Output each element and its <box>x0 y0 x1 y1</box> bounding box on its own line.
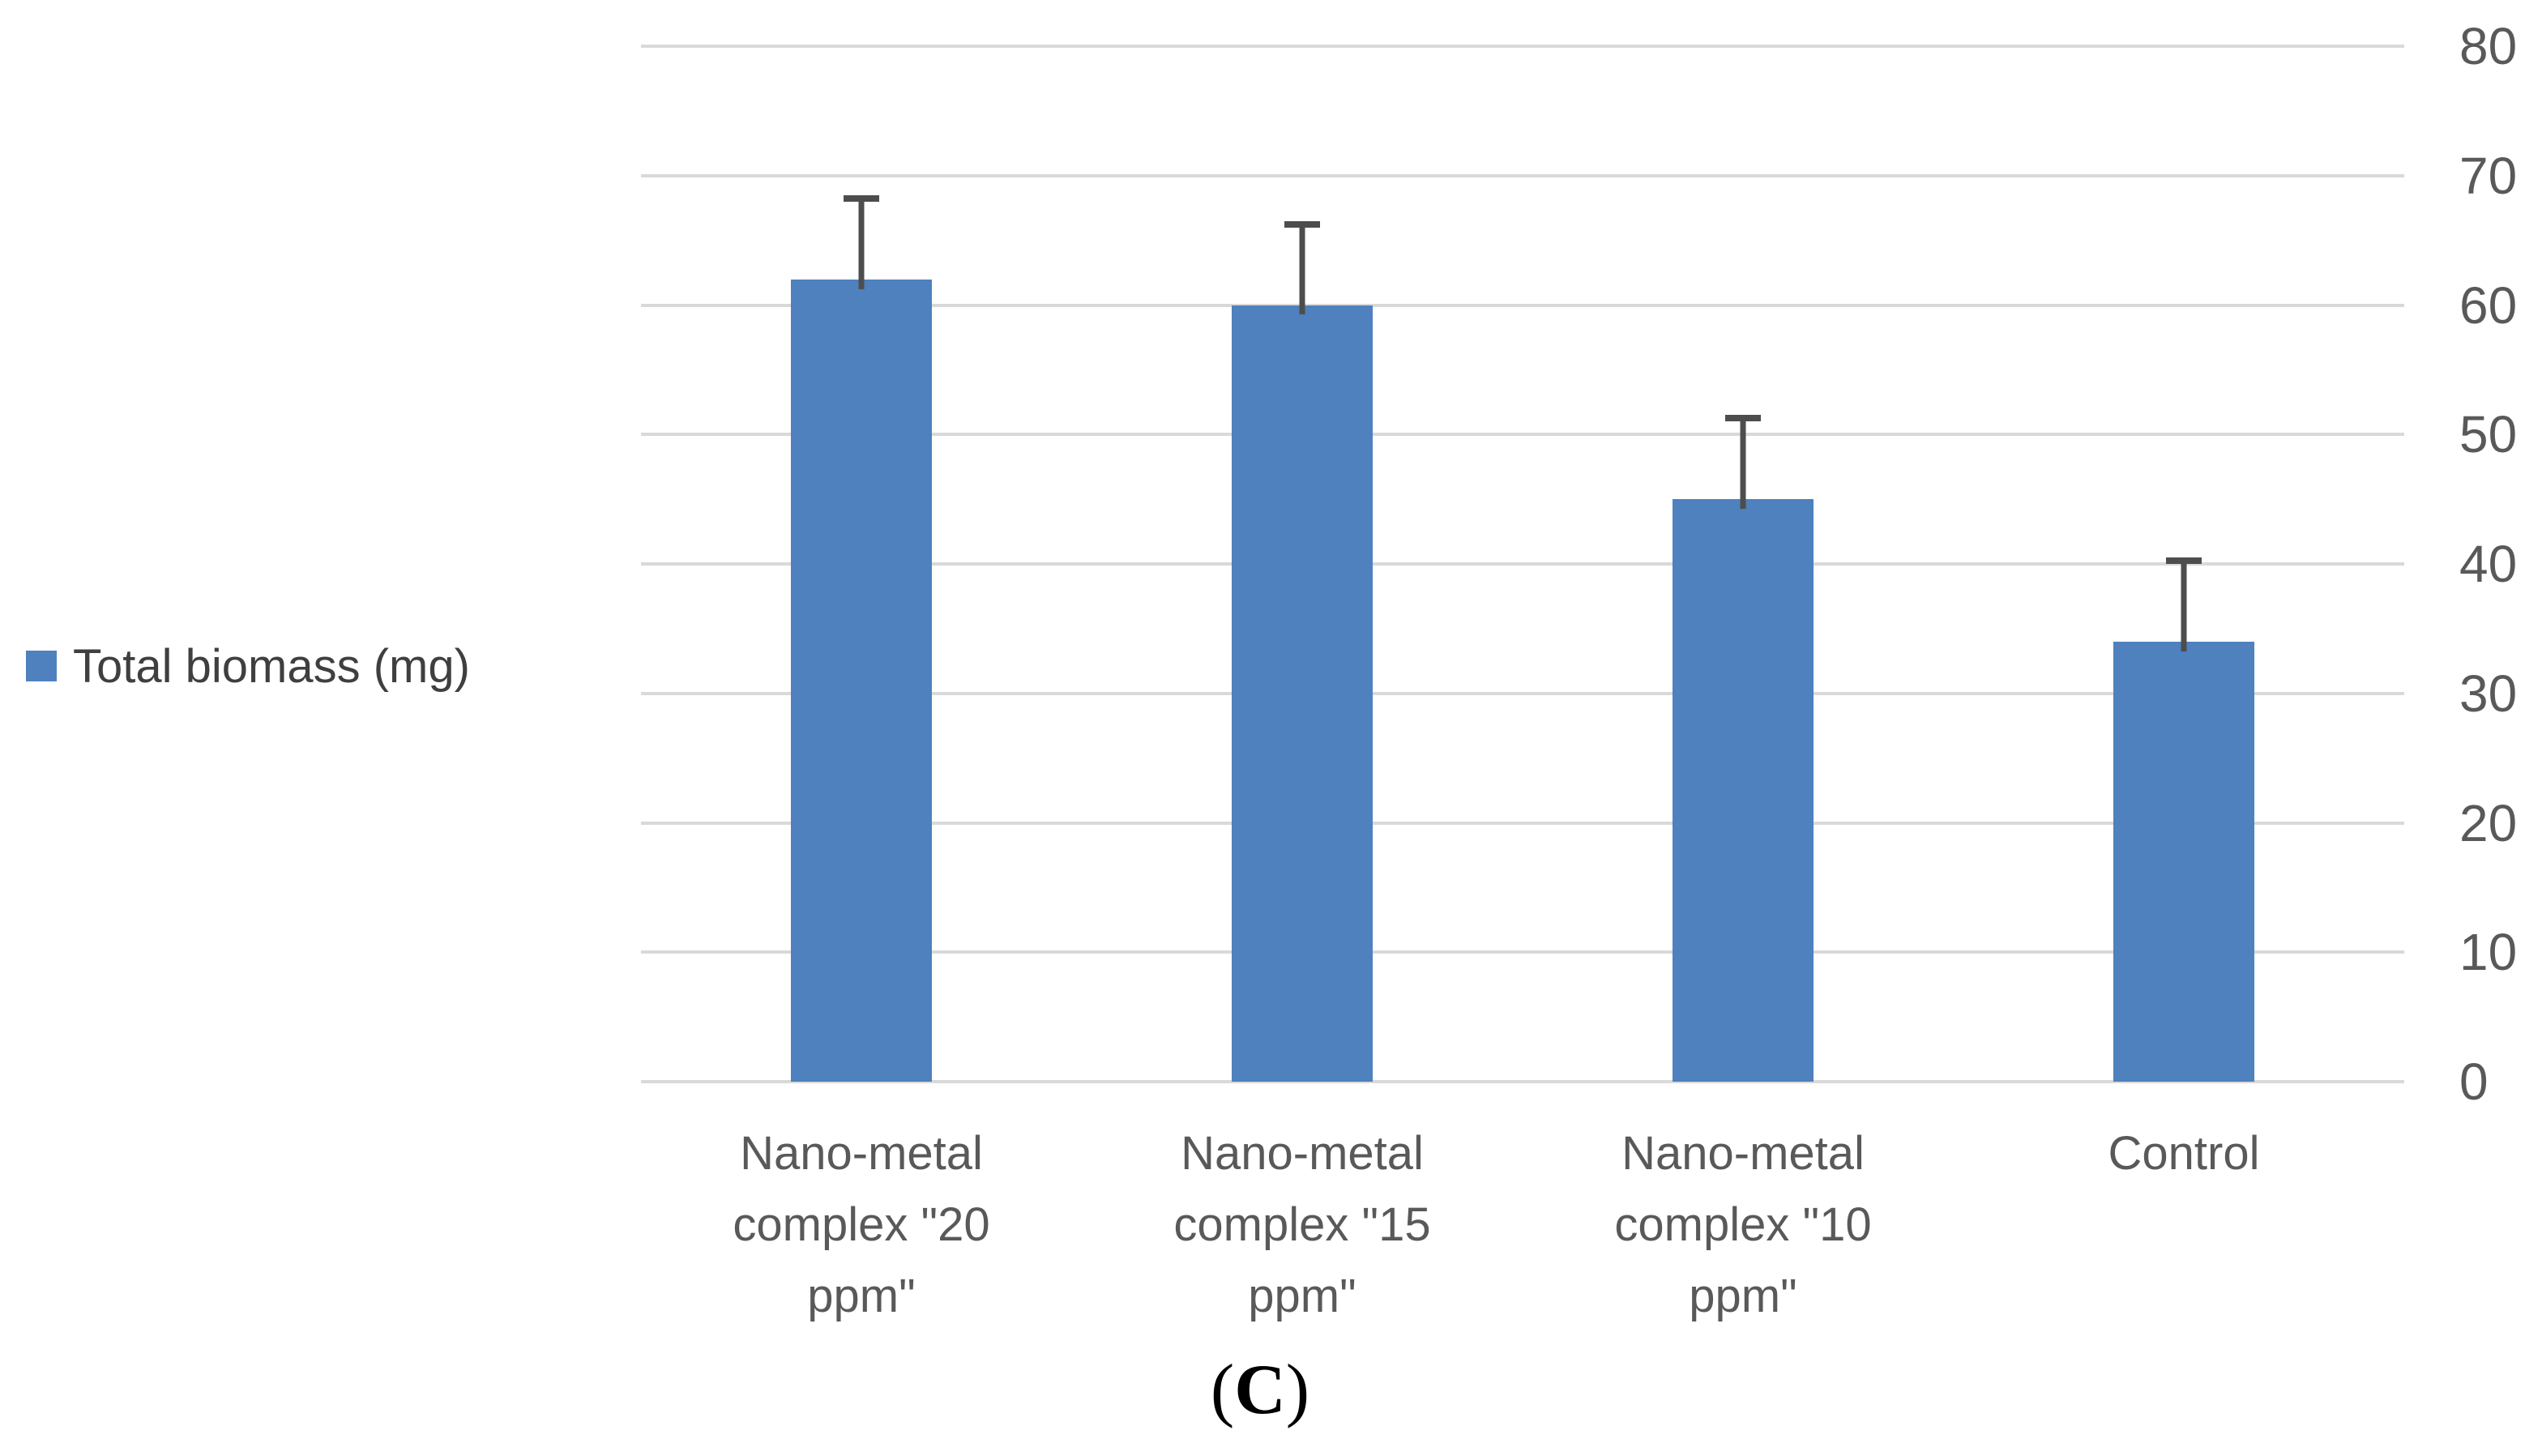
error-whisker-line <box>858 194 865 289</box>
y-tick-label-50: 50 <box>2459 405 2518 464</box>
legend-label: Total biomass (mg) <box>73 639 470 693</box>
y-tick-label-0: 0 <box>2459 1053 2489 1111</box>
error-bar-3 <box>1725 415 1761 510</box>
plot-area <box>641 45 2404 1083</box>
gridline-40 <box>641 562 2404 566</box>
gridline-20 <box>641 821 2404 825</box>
error-bar-1 <box>844 194 879 289</box>
bar-4 <box>2113 641 2254 1082</box>
y-tick-label-60: 60 <box>2459 275 2518 335</box>
gridline-80 <box>641 45 2404 48</box>
y-tick-label-30: 30 <box>2459 664 2518 723</box>
y-tick-label-10: 10 <box>2459 923 2518 982</box>
bar-2 <box>1232 305 1373 1082</box>
y-tick-label-40: 40 <box>2459 535 2518 593</box>
gridline-70 <box>641 173 2404 177</box>
caption-letter: C <box>1234 1351 1286 1429</box>
error-whisker-line <box>2181 557 2187 651</box>
gridline-0 <box>641 1080 2404 1083</box>
x-category-label-2: Nano-metal complex "15 ppm" <box>1173 1127 1431 1322</box>
gridline-50 <box>641 433 2404 437</box>
error-whisker-line <box>1740 415 1746 510</box>
caption-close-paren: ) <box>1285 1351 1310 1429</box>
x-category-label-3: Nano-metal complex "10 ppm" <box>1614 1127 1872 1322</box>
gridline-60 <box>641 303 2404 307</box>
figure-caption: (C) <box>0 1351 2520 1430</box>
error-whisker-line <box>1299 220 1305 315</box>
bar-1 <box>791 279 932 1082</box>
bar-3 <box>1673 499 1814 1082</box>
gridline-10 <box>641 950 2404 954</box>
legend-swatch-icon <box>26 651 57 681</box>
legend: Total biomass (mg) <box>26 640 470 693</box>
x-category-label-4: Control <box>2108 1127 2260 1180</box>
caption-open-paren: ( <box>1210 1351 1235 1429</box>
error-whisker-cap <box>1284 220 1320 228</box>
y-tick-label-20: 20 <box>2459 793 2518 852</box>
y-tick-label-80: 80 <box>2459 17 2518 75</box>
error-whisker-cap <box>844 194 879 202</box>
x-category-label-1: Nano-metal complex "20 ppm" <box>733 1127 990 1322</box>
y-tick-label-70: 70 <box>2459 146 2518 205</box>
error-bar-4 <box>2166 557 2202 651</box>
error-whisker-cap <box>1725 415 1761 422</box>
gridline-30 <box>641 691 2404 695</box>
error-bar-2 <box>1284 220 1320 315</box>
error-whisker-cap <box>2166 557 2202 564</box>
